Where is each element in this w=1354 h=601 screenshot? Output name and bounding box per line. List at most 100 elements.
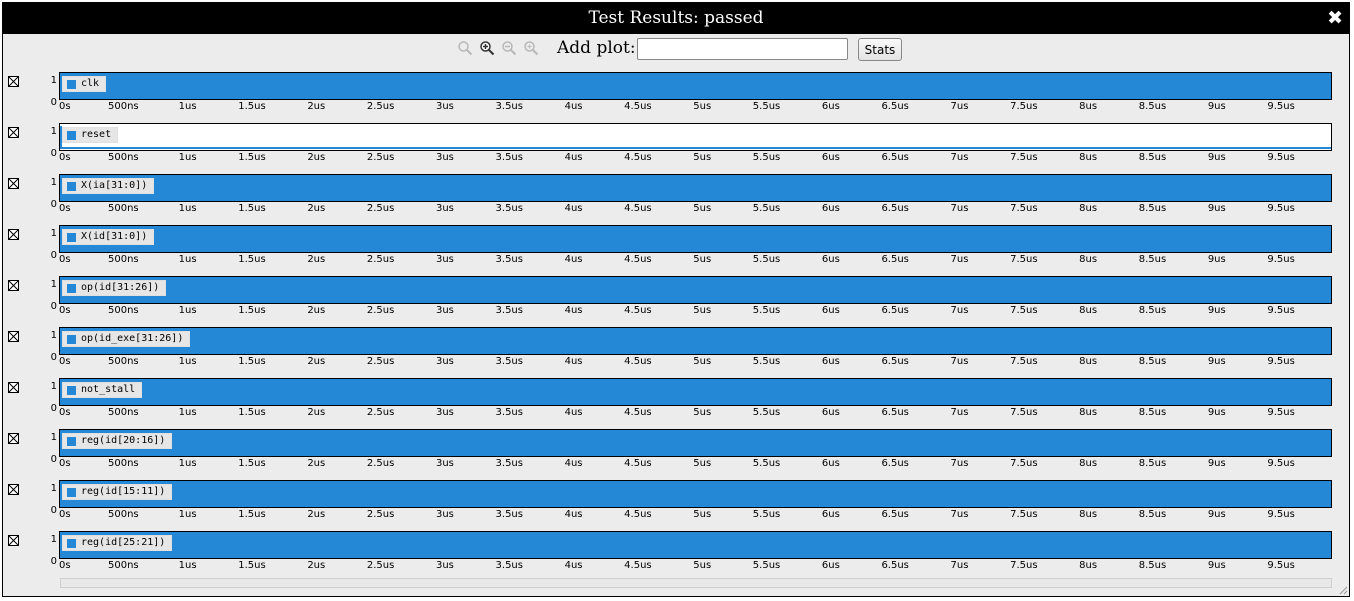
waveform-plot[interactable]: op(id_exe[31:26]) [59, 327, 1332, 355]
x-tick-label: 6us [821, 356, 840, 367]
close-icon[interactable]: ✖ [1327, 7, 1343, 29]
x-tick-label: 1.5us [238, 254, 266, 265]
remove-plot-icon[interactable] [8, 76, 19, 87]
remove-plot-icon[interactable] [8, 331, 19, 342]
waveform-plot[interactable]: not_stall [59, 378, 1332, 406]
x-tick-label: 7us [950, 305, 969, 316]
remove-plot-icon[interactable] [8, 382, 19, 393]
remove-plot-icon[interactable] [8, 280, 19, 291]
waveform-plot[interactable]: op(id[31:26]) [59, 276, 1332, 304]
zoom-out-icon[interactable] [501, 40, 517, 56]
y-axis-high-label: 1 [50, 228, 57, 239]
x-tick-label: 9us [1207, 203, 1226, 214]
waveform-plot[interactable]: reg(id[25:21]) [59, 531, 1332, 559]
x-tick-label: 7us [950, 458, 969, 469]
waveform-plot[interactable]: X(ia[31:0]) [59, 174, 1332, 202]
x-tick-label: 2us [307, 407, 326, 418]
x-tick-label: 8us [1079, 407, 1098, 418]
x-tick-label: 4us [564, 254, 583, 265]
remove-plot-icon[interactable] [8, 433, 19, 444]
x-tick-label: 1.5us [238, 305, 266, 316]
x-tick-label: 3.5us [495, 101, 523, 112]
x-tick-label: 9.5us [1267, 101, 1295, 112]
x-tick-label: 3.5us [495, 356, 523, 367]
x-tick-label: 1us [178, 254, 197, 265]
x-tick-label: 0s [59, 458, 71, 469]
x-tick-label: 500ns [107, 560, 139, 571]
remove-plot-icon[interactable] [8, 535, 19, 546]
x-tick-label: 7.5us [1010, 560, 1038, 571]
y-axis-high-label: 1 [50, 534, 57, 545]
x-tick-label: 3.5us [495, 203, 523, 214]
x-tick-label: 8.5us [1138, 305, 1167, 316]
remove-plot-icon[interactable] [8, 229, 19, 240]
plot-legend: reset [62, 127, 119, 143]
waveform-plot[interactable]: X(id[31:0]) [59, 225, 1332, 253]
x-tick-label: 500ns [107, 356, 139, 367]
x-tick-label: 7us [950, 356, 969, 367]
waveform-plot[interactable]: reg(id[15:11]) [59, 480, 1332, 508]
y-axis-high-label: 1 [50, 381, 57, 392]
x-tick-label: 0s [59, 356, 71, 367]
x-tick-label: 9.5us [1267, 203, 1295, 214]
waveform-svg [60, 277, 1331, 303]
signal-fill [60, 175, 1331, 201]
x-tick-label: 7.5us [1010, 152, 1038, 163]
x-tick-label: 2us [307, 101, 326, 112]
x-tick-label: 3.5us [495, 458, 523, 469]
y-axis-low-label: 0 [50, 403, 57, 414]
x-tick-label: 2us [307, 305, 326, 316]
signal-name: not_stall [81, 384, 136, 395]
x-tick-label: 6us [821, 407, 840, 418]
x-tick-label: 6us [821, 101, 840, 112]
add-plot-input[interactable] [637, 38, 848, 60]
x-tick-label: 8.5us [1138, 203, 1167, 214]
waveform-plot[interactable]: clk [59, 72, 1332, 100]
x-tick-label: 9.5us [1267, 560, 1295, 571]
y-axis-high-label: 1 [50, 279, 57, 290]
remove-plot-icon[interactable] [8, 484, 19, 495]
x-tick-label: 2.5us [366, 356, 395, 367]
resize-grip-icon[interactable] [1339, 586, 1348, 595]
stats-button[interactable]: Stats [858, 38, 902, 61]
remove-plot-icon[interactable] [8, 127, 19, 138]
x-tick-label: 6.5us [881, 203, 909, 214]
y-axis-high-label: 1 [50, 330, 57, 341]
zoom-fit-icon[interactable] [523, 40, 539, 56]
x-axis: 0s 500ns 1us 1.5us 2us 2.5us 3us 3.5us 4us 4.5us 5… [59, 254, 1332, 268]
x-tick-label: 4us [564, 152, 583, 163]
horizontal-scrollbar[interactable] [60, 578, 1332, 588]
x-tick-label: 3us [435, 458, 454, 469]
remove-plot-icon[interactable] [8, 178, 19, 189]
x-tick-label: 8.5us [1138, 458, 1167, 469]
x-tick-label: 5.5us [752, 407, 781, 418]
x-tick-label: 2.5us [366, 560, 395, 571]
x-tick-label: 2.5us [366, 458, 395, 469]
plot-row: 1 0 op(id[31:26]) 0s 500ns 1us 1.5us 2us 2.5us 3u… [3, 276, 1349, 331]
signal-fill [60, 430, 1331, 456]
y-axis-high-label: 1 [50, 126, 57, 137]
y-axis-low-label: 0 [50, 301, 57, 312]
y-axis-low-label: 0 [50, 505, 57, 516]
x-tick-label: 1.5us [238, 356, 266, 367]
x-tick-label: 500ns [107, 305, 139, 316]
x-tick-label: 3us [435, 305, 454, 316]
plot-row: 1 0 reg(id[25:21]) 0s 500ns 1us 1.5us 2us 2.5us 3… [3, 531, 1349, 586]
title-bar: Test Results: passed ✖ [3, 3, 1349, 34]
x-tick-label: 3us [435, 254, 454, 265]
zoom-reset-icon[interactable] [457, 40, 473, 56]
waveform-plot[interactable]: reset [59, 123, 1332, 151]
x-tick-label: 1.5us [238, 560, 266, 571]
x-tick-label: 1us [178, 560, 197, 571]
x-tick-label: 9us [1207, 356, 1226, 367]
x-axis: 0s 500ns 1us 1.5us 2us 2.5us 3us 3.5us 4us 4.5us 5… [59, 305, 1332, 319]
legend-swatch [67, 284, 76, 293]
signal-name: op(id[31:26]) [81, 282, 160, 293]
x-tick-label: 9us [1207, 305, 1226, 316]
x-tick-label: 9.5us [1267, 509, 1295, 520]
waveform-plot[interactable]: reg(id[20:16]) [59, 429, 1332, 457]
legend-swatch [67, 182, 76, 191]
zoom-in-icon[interactable] [479, 40, 495, 56]
x-axis: 0s 500ns 1us 1.5us 2us 2.5us 3us 3.5us 4us 4.5us 5… [59, 509, 1332, 523]
x-axis: 0s 500ns 1us 1.5us 2us 2.5us 3us 3.5us 4us 4.5us 5… [59, 152, 1332, 166]
